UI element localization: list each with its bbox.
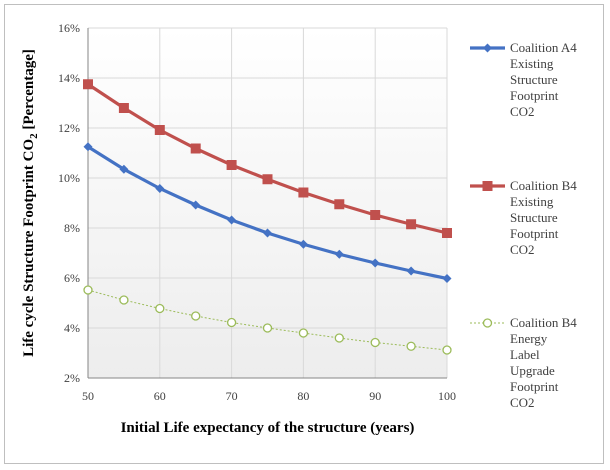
data-point <box>118 103 129 113</box>
y-tick-label: 6% <box>64 271 80 285</box>
data-point <box>155 184 165 193</box>
legend-label-line: Structure <box>510 72 558 87</box>
gridlines <box>87 27 448 379</box>
legend-label-line: Structure <box>510 210 558 225</box>
legend: Coalition A4ExistingStructureFootprintCO… <box>470 40 577 410</box>
x-tick-label: 90 <box>369 389 381 403</box>
data-point <box>226 317 237 328</box>
y-tick-label: 8% <box>64 221 80 235</box>
legend-label-line: Footprint <box>510 226 559 241</box>
legend-label-line: Coalition A4 <box>510 40 577 55</box>
legend-label-line: Footprint <box>510 88 559 103</box>
data-point <box>406 219 417 230</box>
series-2 <box>83 79 452 238</box>
data-point <box>119 164 129 174</box>
y-tick-label: 2% <box>64 371 80 385</box>
data-point <box>227 215 237 225</box>
legend-label-line: Label <box>510 347 540 362</box>
data-point <box>154 125 165 135</box>
y-axis-ticks: 2% 4% 6% 8% 10% 12% 14% 16% <box>58 21 80 385</box>
y-axis-title: Life cycle Structure Footprint CO2 [Perc… <box>21 49 40 357</box>
data-point <box>298 328 309 338</box>
data-point <box>298 239 308 249</box>
data-point <box>83 79 93 90</box>
data-point <box>442 228 452 238</box>
data-point <box>406 266 416 276</box>
legend-entry-1: Coalition A4ExistingStructureFootprintCO… <box>470 40 577 119</box>
legend-label-line: Energy <box>510 331 548 346</box>
series-3 <box>83 285 452 355</box>
data-point <box>370 210 381 220</box>
legend-label-line: Upgrade <box>510 363 555 378</box>
series-group <box>83 79 452 355</box>
data-point <box>442 345 452 355</box>
x-tick-label: 100 <box>438 389 456 403</box>
y-axis-title-subscript: 2 <box>28 133 40 139</box>
y-tick-label: 12% <box>58 121 80 135</box>
x-tick-label: 60 <box>154 389 166 403</box>
legend-label-line: Coalition B4 <box>510 178 577 193</box>
legend-label-line: Existing <box>510 56 554 71</box>
legend-swatch-marker <box>482 318 493 328</box>
legend-entry-2: Coalition B4ExistingStructureFootprintCO… <box>470 178 577 257</box>
data-point <box>370 337 380 348</box>
data-point <box>190 143 201 154</box>
data-point <box>298 187 309 198</box>
y-tick-label: 16% <box>58 21 80 35</box>
data-point <box>262 174 273 185</box>
data-point <box>262 323 273 333</box>
plot-area <box>88 28 447 378</box>
data-point <box>83 142 93 152</box>
x-tick-label: 80 <box>297 389 309 403</box>
series-line <box>87 289 448 351</box>
y-tick-label: 10% <box>58 171 80 185</box>
data-point <box>442 274 452 283</box>
legend-label-line: Coalition B4 <box>510 315 577 330</box>
x-tick-label: 50 <box>82 389 94 403</box>
data-point <box>406 341 416 351</box>
legend-label-line: Existing <box>510 194 554 209</box>
y-axis-title-main: Life cycle Structure Footprint CO <box>21 139 37 357</box>
data-point <box>370 258 380 268</box>
x-axis-title: Initial Life expectancy of the structure… <box>121 420 415 436</box>
data-point <box>155 303 165 314</box>
data-point <box>226 160 237 170</box>
legend-swatch-marker <box>482 181 493 191</box>
data-point <box>334 333 344 343</box>
y-tick-label: 4% <box>64 321 80 335</box>
legend-label-line: Footprint <box>510 379 559 394</box>
data-point <box>191 311 201 321</box>
data-point <box>334 249 344 259</box>
data-point <box>191 200 201 210</box>
x-axis-ticks: 50 60 70 80 90 100 <box>82 389 456 403</box>
legend-swatch-marker <box>483 43 492 53</box>
legend-entry-3: Coalition B4EnergyLabelUpgradeFootprintC… <box>470 315 577 410</box>
series-1 <box>83 142 452 283</box>
legend-label-line: CO2 <box>510 395 535 410</box>
data-point <box>334 199 345 210</box>
legend-label-line: CO2 <box>510 242 535 257</box>
y-axis-title-tail: [Percentage] <box>21 49 37 133</box>
data-point <box>119 295 129 305</box>
data-point <box>83 285 93 295</box>
x-tick-label: 70 <box>226 389 238 403</box>
legend-label-line: CO2 <box>510 104 535 119</box>
data-point <box>263 228 272 238</box>
y-tick-label: 14% <box>58 71 80 85</box>
